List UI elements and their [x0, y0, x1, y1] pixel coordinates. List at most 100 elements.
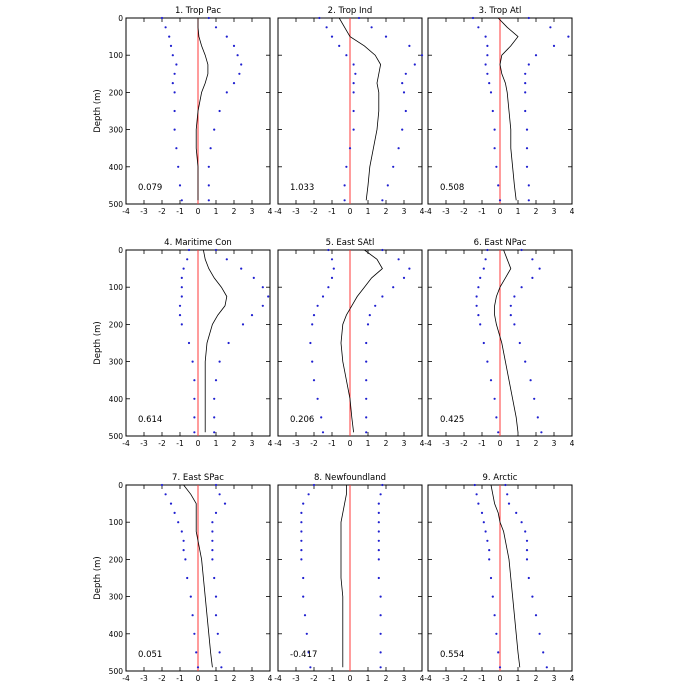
panel-5-lower-point-9: [309, 341, 312, 345]
panel-3-upper-point-4: [534, 54, 538, 57]
panel-9-upper-point-7: [525, 549, 529, 552]
panel-7-upper-point-6: [211, 539, 214, 542]
panel-9-upper-point-14: [545, 666, 548, 669]
panel-1-upper-point-0: [207, 16, 210, 20]
panel-3-upper-point-11: [525, 147, 529, 150]
panel-4-ytick-label-400: 400: [109, 395, 124, 404]
panel-9-title: 9. Arctic: [483, 473, 518, 483]
panel-6-lower-point-8: [479, 323, 482, 326]
panel-6-upper-point-12: [533, 397, 536, 400]
panel-1-upper-point-5: [240, 63, 243, 66]
panel-1-lower-point-2: [168, 35, 171, 38]
panel-8-upper-point-10: [379, 595, 382, 598]
panel-7-upper-point-3: [214, 511, 218, 514]
panel-5-xtick-label--2: -2: [310, 439, 318, 448]
panel-7-xtick-label--3: -3: [140, 674, 148, 683]
panel-1-ytick-label-300: 300: [109, 126, 124, 135]
panel-5-upper-point-3: [402, 276, 406, 279]
panel-7-lower-point-4: [177, 521, 180, 524]
panel-5-upper-point-8: [366, 323, 370, 326]
panel-8-lower-point-12: [305, 632, 308, 635]
panel-6-upper-point-11: [529, 379, 532, 382]
panel-6-xtick-label-3: 3: [552, 439, 557, 448]
panel-2-lower-point-7: [352, 82, 355, 85]
panel-3-lower-point-10: [493, 128, 496, 131]
panel-4-lower-point-13: [193, 416, 196, 419]
panel-1-ytick-label-200: 200: [109, 88, 124, 97]
panel-8-lower-point-6: [300, 539, 303, 542]
panel-4-xtick-label-2: 2: [232, 439, 237, 448]
panel-4-xtick-label--2: -2: [158, 439, 166, 448]
panel-8-upper-point-3: [377, 511, 380, 514]
panel-3-xtick-label--1: -1: [478, 207, 486, 216]
panel-4-lower-point-4: [180, 286, 183, 289]
panel-3-title: 3. Trop Atl: [479, 6, 522, 16]
panel-1-lower-point-8: [173, 91, 176, 94]
panel-3-xtick-label-4: 4: [570, 207, 575, 216]
panel-2-upper-point-14: [381, 199, 384, 202]
panel-9-mean-line: [490, 484, 521, 668]
panel-7-upper-point-7: [211, 549, 214, 552]
panel-8-lower-point-8: [300, 558, 303, 561]
panel-6-lower-point-3: [479, 276, 482, 279]
panel-2-xtick-label-2: 2: [384, 207, 389, 216]
panel-9-lower-point-2: [477, 502, 480, 505]
panel-5-upper-point-4: [392, 286, 395, 289]
panel-1-xtick-label-1: 1: [214, 207, 219, 216]
panel-4-upper-point-14: [213, 431, 216, 434]
panel-8-xtick-label-1: 1: [366, 674, 371, 683]
panel-1-ytick-label-100: 100: [109, 51, 124, 60]
panel-7-upper-point-14: [220, 666, 223, 669]
panel-8-lower-point-14: [309, 666, 312, 669]
panel-6-upper-point-6: [509, 304, 512, 307]
panel-9-xtick-label-3: 3: [552, 674, 557, 683]
panel-1-upper-point-2: [225, 35, 228, 38]
panel-6-upper-point-0: [520, 248, 523, 252]
panel-7-lower-point-1: [164, 493, 167, 496]
panel-2-xtick-label-3: 3: [402, 207, 407, 216]
panel-3-xtick-label--2: -2: [460, 207, 468, 216]
panel-7-value-label: 0.051: [138, 650, 162, 660]
panel-7-ytick-label-100: 100: [109, 518, 124, 527]
panel-1-upper-point-4: [236, 54, 239, 57]
panel-8-lower-point-9: [302, 576, 305, 580]
panel-5-lower-point-12: [316, 397, 319, 400]
panel-6-xtick-label--1: -1: [478, 439, 486, 448]
panel-7-upper-point-1: [218, 493, 221, 496]
panel-2-upper-point-13: [386, 184, 389, 187]
panel-3-upper-point-6: [524, 72, 527, 75]
panel-2-upper-point-9: [404, 109, 407, 113]
panel-7-lower-point-5: [180, 530, 183, 533]
panel-4-lower-point-12: [193, 397, 196, 400]
panel-9-lower-point-10: [491, 595, 494, 598]
panel-1-upper-point-6: [238, 72, 241, 75]
panel-5-lower-point-14: [321, 431, 325, 434]
panel-6-upper-point-2: [538, 267, 541, 270]
panel-7-upper-point-9: [213, 576, 216, 580]
panel-4-upper-point-3: [252, 276, 255, 279]
panel-5-xtick-label-4: 4: [420, 439, 425, 448]
panel-7-ytick-label-400: 400: [109, 630, 124, 639]
panel-1-xtick-label-4: 4: [268, 207, 273, 216]
panel-8-upper-point-5: [377, 530, 380, 533]
panel-8-upper-point-1: [379, 493, 382, 496]
panel-7-lower-point-6: [182, 539, 185, 542]
panel-9-xtick-label-4: 4: [570, 674, 575, 683]
panel-8-xtick-label--1: -1: [328, 674, 336, 683]
panel-1-lower-point-7: [171, 82, 174, 85]
panel-1-ytick-label-0: 0: [118, 14, 123, 23]
panel-9-upper-point-1: [506, 493, 509, 496]
panel-4-ytick-label-0: 0: [118, 246, 123, 255]
panel-3-lower-point-1: [477, 26, 480, 29]
panel-3-lower-point-0: [471, 16, 475, 20]
panel-7-mean-line: [183, 484, 213, 668]
panel-7-upper-point-4: [211, 521, 214, 524]
panel-4-upper-point-7: [250, 314, 254, 317]
panel-6-xtick-label-2: 2: [534, 439, 539, 448]
panel-3-lower-point-14: [498, 199, 502, 202]
panel-7-xtick-label-4: 4: [268, 674, 273, 683]
panel-8-value-label: -0.417: [290, 650, 317, 660]
panel-6-lower-point-7: [477, 314, 480, 317]
panel-7-lower-point-7: [182, 549, 185, 552]
